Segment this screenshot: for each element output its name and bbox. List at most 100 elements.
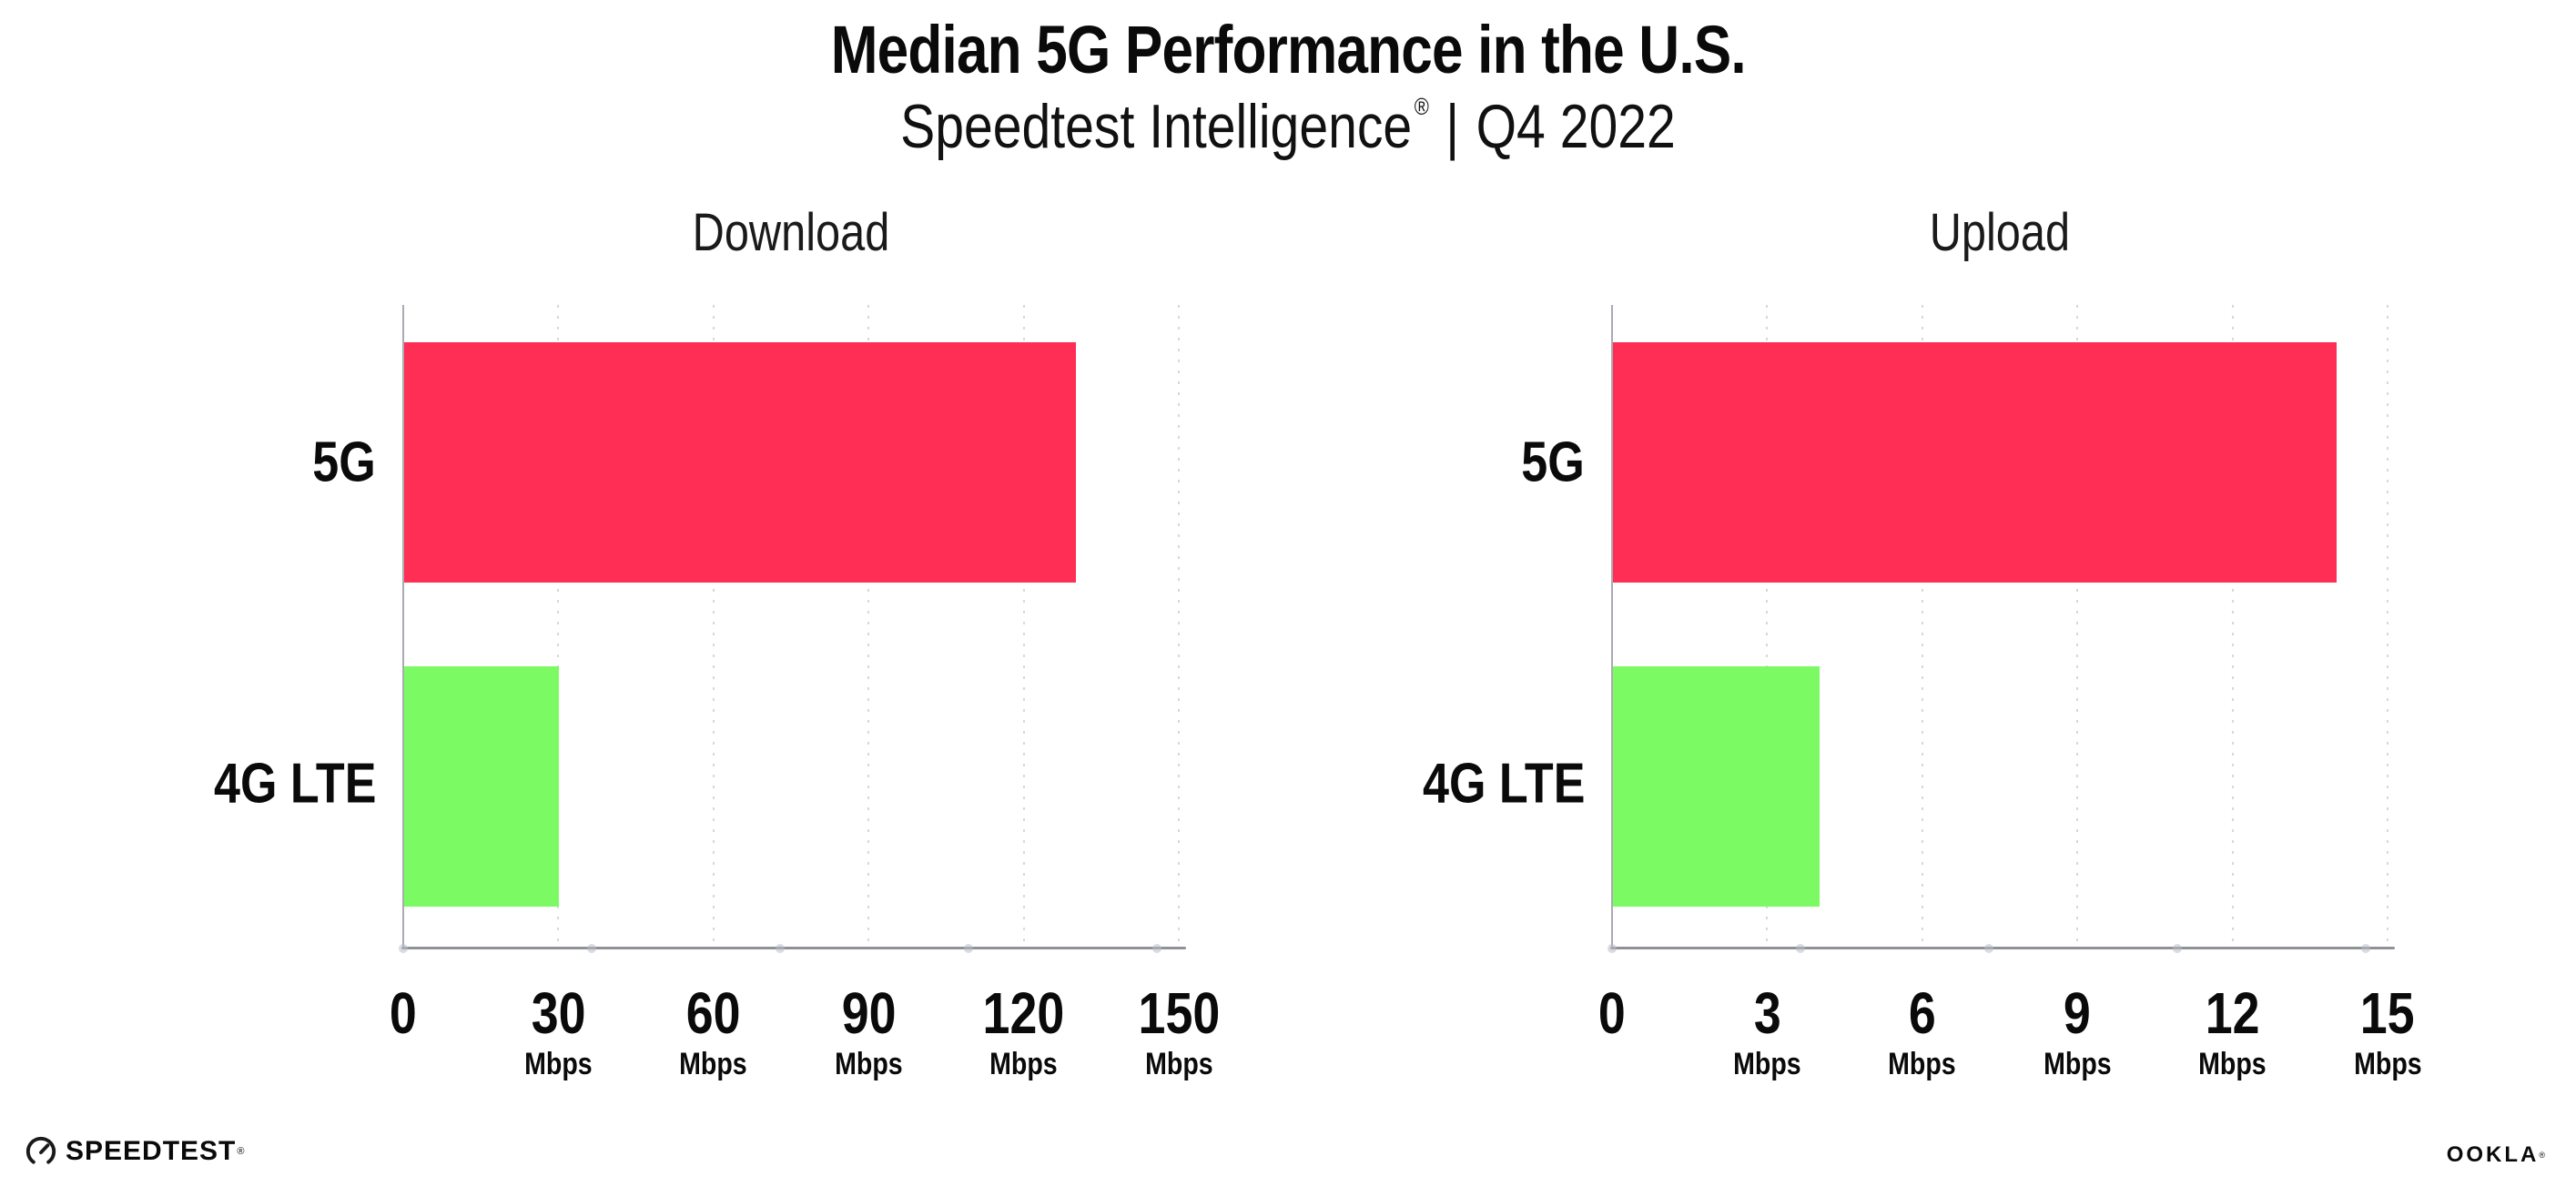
axis-tick-dot bbox=[399, 943, 408, 953]
x-tick-unit-text: Mbps bbox=[2198, 1047, 2267, 1081]
x-tick-label-150: 150 bbox=[1106, 979, 1252, 1047]
x-tick-value: 120 bbox=[982, 980, 1065, 1046]
x-tick-value: 9 bbox=[2064, 980, 2092, 1046]
page-subtitle: Speedtest Intelligence® | Q4 2022 bbox=[0, 91, 2576, 162]
x-tick-unit-15: Mbps bbox=[2315, 1047, 2460, 1082]
category-label-text: 4G LTE bbox=[1422, 752, 1585, 816]
category-label-text: 5G bbox=[312, 431, 376, 494]
x-tick-unit-text: Mbps bbox=[1144, 1047, 1213, 1081]
category-label-text: 5G bbox=[1521, 431, 1585, 494]
axis-tick-dot bbox=[964, 943, 973, 953]
x-tick-value: 0 bbox=[390, 980, 417, 1046]
x-tick-label-3: 3 bbox=[1694, 979, 1840, 1047]
axis-tick-dot bbox=[587, 943, 596, 953]
x-tick-value: 6 bbox=[1908, 980, 1936, 1046]
x-tick-value: 3 bbox=[1753, 980, 1781, 1046]
gridline-30 bbox=[557, 305, 560, 947]
x-tick-unit-3: Mbps bbox=[1694, 1047, 1840, 1082]
bar-4g-lte-upload bbox=[1613, 666, 1820, 907]
ookla-registered-mark: ® bbox=[2539, 1151, 2545, 1160]
axis-tick-dot bbox=[2361, 943, 2370, 953]
x-tick-label-0: 0 bbox=[1539, 979, 1685, 1047]
bar-4g-lte-download bbox=[404, 666, 560, 907]
gridline-6 bbox=[1921, 305, 1923, 947]
gridline-90 bbox=[867, 305, 870, 947]
x-tick-value: 60 bbox=[685, 980, 741, 1046]
x-tick-unit-30: Mbps bbox=[485, 1047, 631, 1082]
download-chart: Download 5G 4G LTE 0 30 Mbps 60 Mbps 90 Mbps 120 Mb… bbox=[91, 182, 1220, 1111]
chart-title-text: Download bbox=[692, 203, 890, 262]
subtitle-separator: | bbox=[1445, 92, 1460, 161]
x-tick-unit-12: Mbps bbox=[2160, 1047, 2306, 1082]
axis-tick-dot bbox=[1984, 943, 1993, 953]
axis-tick-dot bbox=[1152, 943, 1161, 953]
chart-title-download: Download bbox=[403, 202, 1179, 263]
x-tick-value: 0 bbox=[1598, 980, 1626, 1046]
x-tick-value: 90 bbox=[841, 980, 897, 1046]
axis-tick-dot bbox=[2173, 943, 2182, 953]
y-axis-line bbox=[1611, 305, 1613, 948]
x-tick-label-9: 9 bbox=[2004, 979, 2150, 1047]
subtitle-brand: Speedtest Intelligence bbox=[900, 92, 1413, 161]
chart-title-upload: Upload bbox=[1612, 202, 2388, 263]
x-tick-unit-150: Mbps bbox=[1106, 1047, 1252, 1082]
x-tick-value: 30 bbox=[531, 980, 586, 1046]
x-tick-unit-text: Mbps bbox=[679, 1047, 748, 1081]
bar-5g-upload bbox=[1613, 342, 2338, 583]
x-tick-unit-120: Mbps bbox=[951, 1047, 1097, 1082]
x-tick-label-30: 30 bbox=[485, 979, 631, 1047]
x-tick-label-0: 0 bbox=[330, 979, 476, 1047]
x-tick-unit-6: Mbps bbox=[1850, 1047, 1995, 1082]
speedtest-trademark: ® bbox=[237, 1146, 245, 1157]
page-title-text: Median 5G Performance in the U.S. bbox=[830, 12, 1746, 87]
registered-mark: ® bbox=[1414, 93, 1429, 120]
x-axis-line bbox=[401, 947, 1186, 949]
x-tick-label-15: 15 bbox=[2315, 979, 2460, 1047]
y-axis-line bbox=[402, 305, 404, 948]
category-label-5g: 5G bbox=[1300, 431, 1585, 495]
x-tick-unit-text: Mbps bbox=[2043, 1047, 2112, 1081]
bar-5g-download bbox=[404, 342, 1077, 583]
subtitle-period: Q4 2022 bbox=[1476, 92, 1676, 161]
chart-title-text: Upload bbox=[1929, 203, 2071, 262]
x-tick-label-12: 12 bbox=[2160, 979, 2306, 1047]
gridline-60 bbox=[712, 305, 715, 947]
category-label-5g: 5G bbox=[91, 431, 376, 495]
ookla-logo: OOKLA ® bbox=[2447, 1142, 2545, 1168]
x-tick-unit-text: Mbps bbox=[1888, 1047, 1957, 1081]
x-axis-line bbox=[1610, 947, 2395, 949]
gridline-120 bbox=[1022, 305, 1025, 947]
gridline-3 bbox=[1766, 305, 1769, 947]
category-label-text: 4G LTE bbox=[213, 752, 376, 816]
upload-chart: Upload 5G 4G LTE 0 3 Mbps 6 Mbps 9 Mbps 12 Mbps 15 Mb… bbox=[1300, 182, 2422, 1111]
x-tick-value: 15 bbox=[2360, 980, 2415, 1046]
x-tick-label-60: 60 bbox=[641, 979, 786, 1047]
x-tick-unit-text: Mbps bbox=[834, 1047, 903, 1081]
x-tick-value: 12 bbox=[2205, 980, 2260, 1046]
x-tick-label-6: 6 bbox=[1850, 979, 1995, 1047]
gridline-150 bbox=[1178, 305, 1180, 947]
x-tick-label-120: 120 bbox=[951, 979, 1097, 1047]
x-tick-unit-90: Mbps bbox=[796, 1047, 941, 1082]
ookla-wordmark: OOKLA bbox=[2446, 1142, 2540, 1167]
x-tick-unit-text: Mbps bbox=[2353, 1047, 2422, 1081]
gridline-12 bbox=[2231, 305, 2234, 947]
x-tick-unit-text: Mbps bbox=[989, 1047, 1058, 1081]
x-tick-value: 150 bbox=[1138, 980, 1220, 1046]
x-tick-label-90: 90 bbox=[796, 979, 941, 1047]
x-tick-unit-9: Mbps bbox=[2004, 1047, 2150, 1082]
axis-tick-dot bbox=[776, 943, 785, 953]
x-tick-unit-60: Mbps bbox=[641, 1047, 786, 1082]
gridline-9 bbox=[2076, 305, 2079, 947]
axis-tick-dot bbox=[1796, 943, 1805, 953]
x-tick-unit-text: Mbps bbox=[1733, 1047, 1801, 1081]
category-label-4g-lte: 4G LTE bbox=[1300, 752, 1585, 817]
x-tick-unit-text: Mbps bbox=[524, 1047, 593, 1081]
category-label-4g-lte: 4G LTE bbox=[91, 752, 376, 817]
speedtest-gauge-icon bbox=[25, 1136, 56, 1164]
gridline-15 bbox=[2387, 305, 2388, 947]
speedtest-logo: SPEEDTEST ® bbox=[25, 1136, 244, 1167]
speedtest-wordmark: SPEEDTEST bbox=[66, 1136, 237, 1166]
axis-tick-dot bbox=[1607, 943, 1617, 953]
